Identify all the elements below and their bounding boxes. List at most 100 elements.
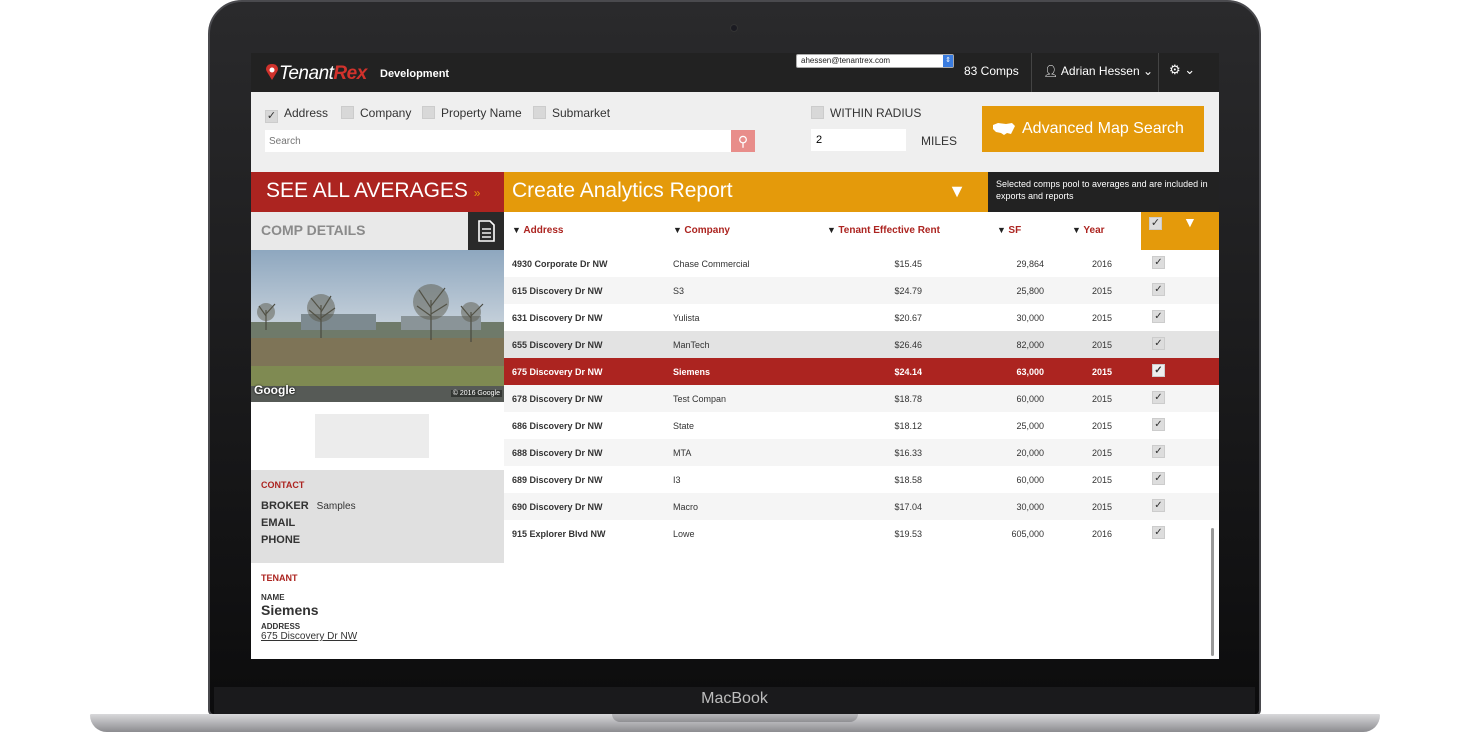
column-company[interactable]: ▼ Company bbox=[673, 225, 730, 236]
table-row[interactable]: 655 Discovery Dr NW ManTech $26.46 82,000 20… bbox=[504, 331, 1219, 358]
tenant-address-link[interactable]: 675 Discovery Dr NW bbox=[261, 631, 358, 642]
document-icon bbox=[478, 220, 495, 242]
row-checkbox[interactable]: ✓ bbox=[1152, 472, 1165, 485]
row-checkbox[interactable]: ✓ bbox=[1152, 445, 1165, 458]
laptop-chin bbox=[214, 687, 1255, 715]
sort-arrow-icon: ▼ bbox=[1072, 225, 1084, 235]
cell-company: I3 bbox=[673, 475, 681, 485]
cell-rent: $18.58 bbox=[894, 475, 922, 485]
cell-address: 689 Discovery Dr NW bbox=[512, 475, 603, 485]
column-label: Year bbox=[1083, 225, 1105, 236]
contact-heading: CONTACT bbox=[261, 480, 305, 490]
cell-sf: 30,000 bbox=[1016, 313, 1044, 323]
column-address[interactable]: ▼ Address bbox=[512, 225, 563, 236]
table-row[interactable]: 689 Discovery Dr NW I3 $18.58 60,000 2015 ✓ bbox=[504, 466, 1219, 493]
comps-count[interactable]: 83 Comps bbox=[964, 64, 1019, 78]
cell-year: 2015 bbox=[1092, 367, 1113, 377]
settings-menu[interactable]: ⚙︎ ⌄ bbox=[1169, 62, 1195, 78]
cell-address: 631 Discovery Dr NW bbox=[512, 313, 603, 323]
row-checkbox[interactable]: ✓ bbox=[1152, 337, 1165, 350]
cell-rent: $19.53 bbox=[894, 529, 922, 539]
cell-rent: $18.78 bbox=[894, 394, 922, 404]
double-chevron-down-icon: » bbox=[473, 186, 481, 200]
cell-sf: 60,000 bbox=[1016, 475, 1044, 485]
broker-row: BROKER Samples bbox=[261, 500, 494, 512]
user-menu[interactable]: 👤︎ Adrian Hessen ⌄ bbox=[1043, 64, 1153, 78]
row-checkbox[interactable]: ✓ bbox=[1152, 364, 1165, 377]
table-row[interactable]: 615 Discovery Dr NW S3 $24.79 25,800 2015 ✓ bbox=[504, 277, 1219, 304]
scrollbar[interactable] bbox=[1211, 528, 1214, 656]
row-checkbox[interactable]: ✓ bbox=[1152, 256, 1165, 269]
row-checkbox[interactable]: ✓ bbox=[1152, 283, 1165, 296]
row-checkbox[interactable]: ✓ bbox=[1152, 310, 1165, 323]
phone-label: PHONE bbox=[261, 534, 301, 546]
cell-sf: 605,000 bbox=[1011, 529, 1044, 539]
advanced-map-search-button[interactable]: Advanced Map Search bbox=[982, 106, 1204, 152]
cell-year: 2015 bbox=[1092, 502, 1113, 512]
table-row[interactable]: 686 Discovery Dr NW State $18.12 25,000 2015… bbox=[504, 412, 1219, 439]
street-view-image bbox=[251, 250, 504, 402]
filter-address[interactable]: ✓ Address bbox=[265, 106, 328, 123]
checkbox[interactable] bbox=[422, 106, 435, 119]
checkbox[interactable] bbox=[341, 106, 354, 119]
tenant-name: Siemens bbox=[261, 602, 319, 618]
cell-sf: 60,000 bbox=[1016, 394, 1044, 404]
street-view-photo[interactable]: Google © 2016 Google bbox=[251, 250, 504, 402]
device-brand: MacBook bbox=[701, 690, 768, 707]
column-sf[interactable]: ▼ SF bbox=[997, 225, 1021, 236]
checkbox[interactable] bbox=[533, 106, 546, 119]
table-row[interactable]: 915 Explorer Blvd NW Lowe $19.53 605,000 201… bbox=[504, 520, 1219, 547]
search-icon: ⚲ bbox=[737, 133, 749, 149]
cell-rent: $24.79 bbox=[894, 286, 922, 296]
select-all-checkbox[interactable]: ✓ bbox=[1149, 217, 1162, 230]
top-bar: TenantRex Development ahessen@tenantrex.… bbox=[251, 53, 1219, 92]
cell-year: 2015 bbox=[1092, 421, 1113, 431]
filter-submarket[interactable]: Submarket bbox=[533, 106, 610, 120]
create-analytics-report-button[interactable]: Create Analytics Report ▼ bbox=[504, 172, 988, 212]
email-label: EMAIL bbox=[261, 517, 296, 529]
radius-input[interactable] bbox=[811, 129, 906, 151]
laptop-notch bbox=[612, 714, 858, 722]
phone-row: PHONE bbox=[261, 534, 494, 546]
column-label: SF bbox=[1008, 225, 1022, 236]
broker-label: BROKER bbox=[261, 500, 309, 512]
filter-label: Submarket bbox=[552, 106, 611, 120]
chevron-down-icon: ⌄ bbox=[1184, 62, 1196, 77]
column-rent[interactable]: ▼ Tenant Effective Rent bbox=[827, 225, 940, 236]
cell-company: Yulista bbox=[673, 313, 700, 323]
table-row[interactable]: 675 Discovery Dr NW Siemens $24.14 63,000 20… bbox=[504, 358, 1219, 385]
checkbox-checked[interactable]: ✓ bbox=[265, 110, 278, 123]
search-button[interactable]: ⚲ bbox=[731, 130, 755, 152]
table-row[interactable]: 688 Discovery Dr NW MTA $16.33 20,000 2015 ✓ bbox=[504, 439, 1219, 466]
select-all-column: ✓ ▼ bbox=[1141, 212, 1219, 250]
row-checkbox[interactable]: ✓ bbox=[1152, 526, 1165, 539]
logo[interactable]: TenantRex bbox=[265, 63, 367, 85]
see-all-averages-button[interactable]: SEE ALL AVERAGES » bbox=[251, 172, 504, 212]
row-checkbox[interactable]: ✓ bbox=[1152, 418, 1165, 431]
cell-sf: 25,000 bbox=[1016, 421, 1044, 431]
filter-label: Address bbox=[284, 106, 329, 120]
document-button[interactable] bbox=[468, 212, 504, 250]
cell-company: MTA bbox=[673, 448, 692, 458]
checkbox[interactable] bbox=[811, 106, 824, 119]
within-radius-toggle[interactable]: WITHIN RADIUS bbox=[811, 106, 921, 120]
table-row[interactable]: 678 Discovery Dr NW Test Compan $18.78 60,0… bbox=[504, 385, 1219, 412]
row-checkbox[interactable]: ✓ bbox=[1152, 391, 1165, 404]
row-checkbox[interactable]: ✓ bbox=[1152, 499, 1165, 512]
search-input[interactable] bbox=[265, 130, 731, 152]
column-year[interactable]: ▼ Year bbox=[1072, 225, 1105, 236]
filter-property-name[interactable]: Property Name bbox=[422, 106, 522, 120]
cell-year: 2016 bbox=[1092, 529, 1113, 539]
comp-details-header: COMP DETAILS bbox=[251, 212, 504, 250]
email-select[interactable]: ahessen@tenantrex.com ⇕ bbox=[796, 54, 954, 68]
triangle-down-icon[interactable]: ▼ bbox=[1183, 214, 1197, 230]
column-label: Company bbox=[684, 225, 730, 236]
table-row[interactable]: 4930 Corporate Dr NW Chase Commercial $15.… bbox=[504, 250, 1219, 277]
table-row[interactable]: 690 Discovery Dr NW Macro $17.04 30,000 2015… bbox=[504, 493, 1219, 520]
table-row[interactable]: 631 Discovery Dr NW Yulista $20.67 30,000 20… bbox=[504, 304, 1219, 331]
filter-company[interactable]: Company bbox=[341, 106, 411, 120]
email-row: EMAIL bbox=[261, 517, 494, 529]
cell-year: 2016 bbox=[1092, 259, 1113, 269]
cell-company: Macro bbox=[673, 502, 699, 512]
